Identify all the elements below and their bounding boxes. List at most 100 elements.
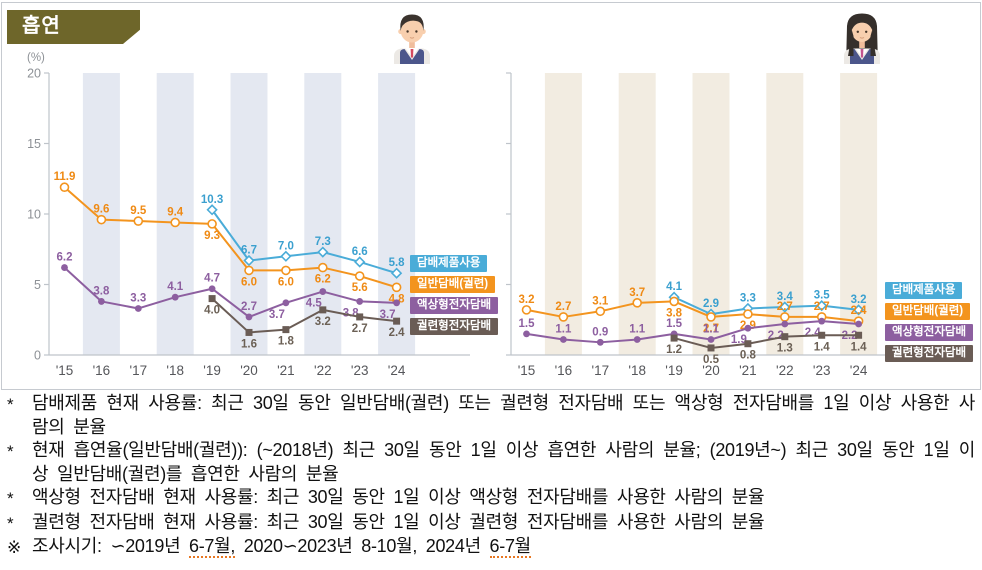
charts-canvas: 0 5 10 15 20 '15 '16 '17 '18 '19 '20 '21 '22 '23 '24 10… — [27, 67, 924, 378]
value-label: 2.4 — [389, 327, 406, 339]
legend-item: 액상형전자담배 — [410, 297, 499, 314]
data-point — [170, 217, 180, 228]
boy-avatar — [394, 14, 430, 64]
footnote: * 담배제품 현재 사용률: 최근 30일 동안 일반담배(궐련) 또는 궐련형 … — [7, 392, 975, 439]
data-point — [781, 333, 789, 341]
footnote: * 현재 흡연율(일반담배(궐련)): (~2018년) 최근 30일 동안 1일… — [7, 439, 975, 486]
year-band — [82, 73, 120, 355]
data-point — [633, 336, 641, 343]
data-point — [245, 313, 253, 321]
value-label: 3.3 — [130, 292, 146, 304]
data-point — [852, 304, 865, 316]
data-point — [707, 336, 715, 343]
value-label: 9.6 — [93, 204, 109, 216]
value-label: 0.9 — [592, 326, 608, 338]
data-point — [61, 264, 68, 271]
value-label: 0.5 — [703, 354, 720, 366]
x-tick-label: '21 — [277, 363, 295, 378]
value-label: 4.1 — [666, 281, 683, 293]
x-tick-label: '19 — [203, 363, 221, 378]
y-tick-label: 0 — [34, 349, 41, 363]
footnotes: * 담배제품 현재 사용률: 최근 30일 동안 일반담배(궐련) 또는 궐련형 … — [7, 392, 975, 560]
year-band — [156, 73, 194, 355]
value-label: 2.7 — [352, 323, 368, 335]
data-point — [280, 250, 292, 262]
footnote-bullet: ※ — [7, 538, 22, 557]
value-label: 4.5 — [306, 298, 323, 310]
x-tick-label: '17 — [592, 363, 610, 378]
value-label: 3.1 — [592, 295, 609, 307]
value-label: 6.6 — [352, 246, 368, 258]
data-point — [59, 182, 70, 193]
series-line — [526, 300, 859, 323]
data-point — [317, 246, 329, 258]
data-point — [669, 296, 679, 307]
data-point — [390, 267, 403, 279]
legend-item: 액상형전자담배 — [885, 324, 974, 341]
data-point — [134, 305, 142, 312]
series-line — [673, 296, 859, 316]
data-point — [632, 298, 643, 308]
value-label: 2.7 — [777, 301, 793, 313]
legend-item: 일반담배(궐련) — [410, 276, 496, 293]
y-tick-label: 5 — [34, 278, 41, 292]
data-point — [317, 262, 328, 273]
value-label: 2.7 — [703, 323, 719, 335]
value-label: 1.5 — [666, 318, 683, 330]
section-title-banner: 흡연 — [7, 10, 140, 44]
legend-item: 궐련형전자담배 — [885, 345, 974, 362]
data-point — [393, 317, 401, 325]
value-label: 6.2 — [315, 274, 331, 286]
value-label: 1.5 — [519, 318, 536, 330]
data-point — [98, 298, 105, 305]
x-tick-label: '16 — [93, 363, 111, 378]
y-tick-label: 10 — [27, 208, 41, 222]
value-label: 3.2 — [851, 294, 867, 306]
value-label: 9.3 — [204, 230, 220, 242]
x-tick-label: '23 — [351, 363, 369, 378]
footnote-bullet: * — [7, 513, 14, 533]
x-tick-label: '24 — [850, 363, 868, 378]
data-point — [521, 305, 532, 315]
data-point — [245, 328, 253, 336]
data-point — [282, 326, 290, 334]
y-tick-label: 20 — [27, 67, 41, 81]
footnote: * 액상형 전자담배 현재 사용률: 최근 30일 동안 1일 이상 액상형 전자… — [7, 486, 975, 511]
value-label: 1.4 — [851, 341, 868, 353]
data-point — [595, 306, 606, 317]
year-band — [544, 73, 582, 355]
data-point — [779, 312, 790, 322]
y-tick-label: 15 — [27, 137, 41, 151]
value-label: 1.4 — [814, 341, 831, 353]
footnote-text: 액상형 전자담배 현재 사용률: 최근 30일 동안 1일 이상 액상형 전자담… — [32, 487, 765, 507]
value-label: 3.2 — [315, 316, 331, 328]
series-line — [63, 186, 397, 289]
spellcheck-underline: 6-7월, — [189, 536, 236, 558]
data-point — [744, 340, 752, 348]
footnote-text: 조사시기: ∽2019년 6-7월, 2020∽2023년 8-10월, 202… — [32, 536, 531, 558]
value-label: 1.1 — [703, 323, 720, 335]
data-point — [706, 312, 716, 322]
x-tick-label: '21 — [739, 363, 757, 378]
value-label: 1.3 — [777, 343, 793, 355]
data-point — [393, 299, 400, 307]
data-point — [596, 338, 604, 346]
spellcheck-underline: 6-7월 — [489, 536, 531, 558]
data-point — [244, 265, 254, 276]
footnote-bullet: * — [7, 395, 14, 414]
data-point — [354, 271, 365, 281]
data-point — [319, 288, 327, 295]
data-point — [818, 317, 826, 325]
value-label: 5.8 — [389, 257, 406, 269]
value-label: 2.9 — [703, 298, 719, 310]
value-label: 1.9 — [731, 334, 747, 346]
x-tick-label: '18 — [166, 363, 184, 378]
value-label: 3.7 — [269, 309, 285, 321]
footnote-bullet: * — [7, 442, 14, 461]
x-tick-label: '23 — [813, 363, 831, 378]
data-point — [207, 219, 217, 229]
x-tick-label: '18 — [628, 363, 646, 378]
data-point — [356, 313, 364, 321]
data-point — [206, 204, 218, 216]
series-line — [211, 297, 397, 334]
